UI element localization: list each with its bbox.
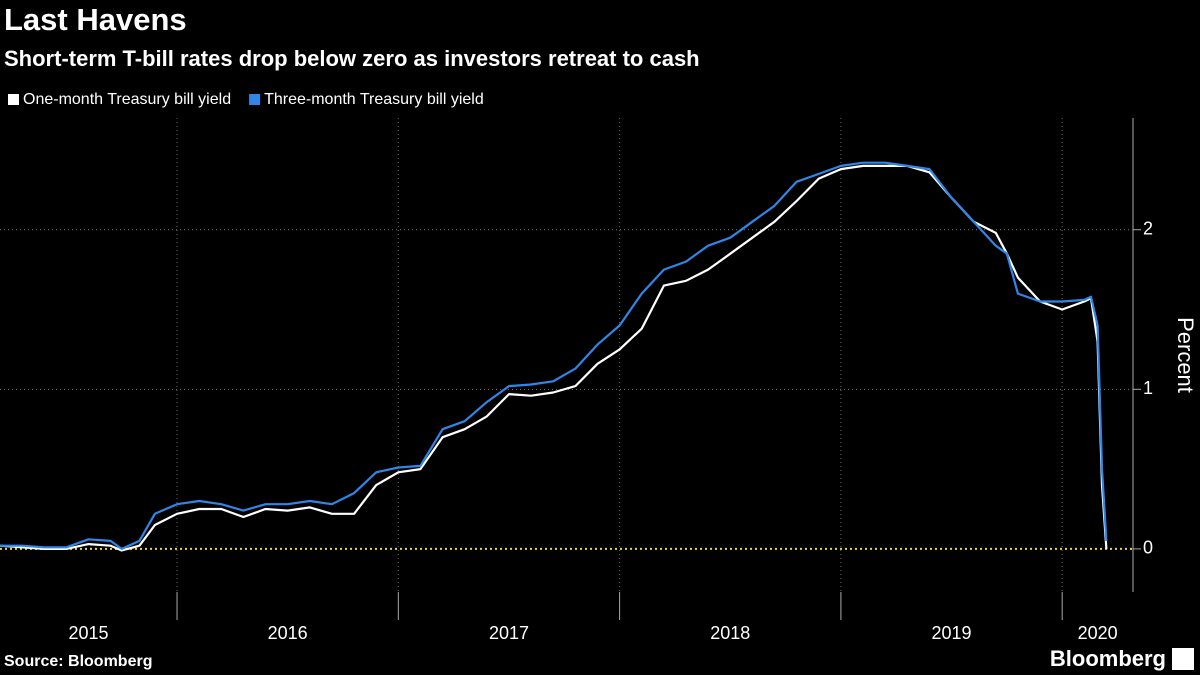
series-line — [0, 161, 1108, 550]
legend-label: Three-month Treasury bill yield — [264, 91, 484, 108]
legend-label: One-month Treasury bill yield — [23, 91, 231, 108]
y-tick-label: 0 — [1143, 538, 1153, 558]
source: Source: Bloomberg — [4, 653, 152, 670]
legend-swatch — [249, 94, 261, 105]
chart-subtitle: Short-term T-bill rates drop below zero … — [4, 46, 700, 71]
y-axis-label: Percent — [1173, 317, 1198, 393]
y-tick-label: 1 — [1143, 378, 1153, 398]
x-tick-label: 2015 — [68, 623, 108, 643]
x-tick-label: 2020 — [1078, 623, 1118, 643]
y-tick-label: 2 — [1143, 218, 1153, 238]
brand: Bloomberg — [1050, 646, 1166, 671]
x-tick-label: 2019 — [932, 623, 972, 643]
legend-swatch — [8, 94, 19, 105]
series-line — [0, 164, 1108, 552]
chart-title: Last Havens — [4, 2, 187, 37]
x-tick-label: 2018 — [710, 623, 750, 643]
x-tick-label: 2017 — [489, 623, 529, 643]
x-tick-label: 2016 — [268, 623, 308, 643]
brand-icon — [1172, 648, 1194, 670]
